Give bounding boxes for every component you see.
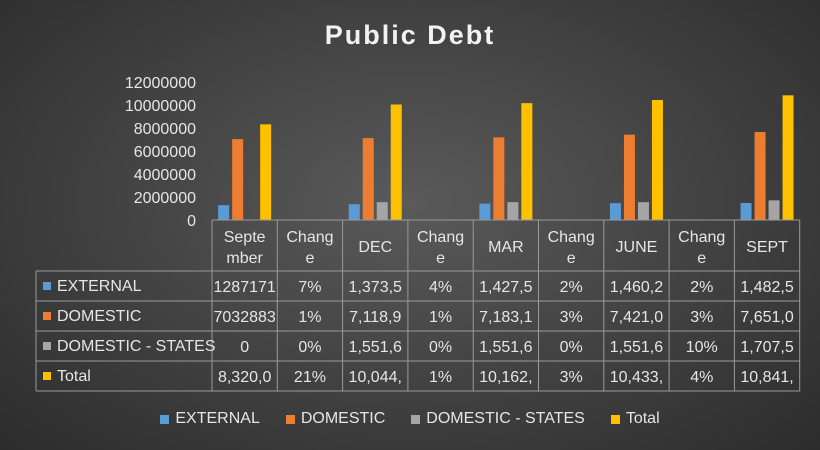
row-label: DOMESTIC <box>57 308 141 325</box>
bar-total <box>782 95 794 220</box>
table-cell: 7,651,0 <box>740 309 793 326</box>
table-cell: 0% <box>560 339 583 356</box>
category-label: Chang <box>417 229 464 246</box>
legend-item: DOMESTIC <box>285 410 386 428</box>
row-label: DOMESTIC - STATES <box>57 338 216 355</box>
row-swatch <box>43 372 51 380</box>
y-tick-label: 6000000 <box>134 144 196 161</box>
table-cell: 10,433, <box>610 369 663 386</box>
legend-label: Total <box>625 410 660 427</box>
table-cell: 7,118,9 <box>349 309 401 326</box>
bar-domestic-states <box>637 202 649 220</box>
table-cell: 4% <box>429 279 452 296</box>
category-label: e <box>436 250 445 267</box>
legend-item: Total <box>610 410 660 428</box>
row-label: Total <box>57 368 91 385</box>
category-label: DEC <box>358 239 392 256</box>
table-cell: 1,551,6 <box>610 339 663 356</box>
table-cell: 10,841, <box>740 369 793 386</box>
category-label: SEPT <box>746 239 788 256</box>
bar-domestic <box>232 139 244 220</box>
table-cell: 0 <box>240 339 249 356</box>
table-cell: 1,707,5 <box>740 339 793 356</box>
table-cell: 2% <box>690 279 713 296</box>
table-cell: 10,044, <box>349 369 402 386</box>
table-cell: 1% <box>429 369 452 386</box>
table-cell: 3% <box>560 369 583 386</box>
table-cell: 2% <box>560 279 583 296</box>
category-label: JUNE <box>616 239 658 256</box>
table-cell: 1,551,6 <box>479 339 532 356</box>
table-cell: 7032883 <box>214 309 276 326</box>
legend-swatch <box>285 414 295 424</box>
category-label: mber <box>226 250 263 267</box>
chart-title: Public Debt <box>324 20 496 50</box>
table-cell: 0% <box>429 339 452 356</box>
y-tick-label: 8000000 <box>134 121 196 138</box>
table-cell: 3% <box>690 309 713 326</box>
legend-item: EXTERNAL <box>160 410 260 428</box>
table-cell: 3% <box>560 309 583 326</box>
bar-domestic-states <box>768 200 780 220</box>
table-cell: 0% <box>298 339 321 356</box>
bar-domestic <box>623 134 635 220</box>
legend-swatch <box>610 414 620 424</box>
table-cell: 4% <box>690 369 713 386</box>
bar-domestic-states <box>376 202 388 220</box>
table-cell: 21% <box>294 369 326 386</box>
row-label: EXTERNAL <box>57 278 142 295</box>
bar-total <box>521 103 533 220</box>
bar-external <box>609 203 621 220</box>
legend-swatch <box>411 414 421 424</box>
table-cell: 10,162, <box>479 369 532 386</box>
y-tick-label: 12000000 <box>125 75 196 92</box>
legend-label: EXTERNAL <box>175 410 260 427</box>
bar-external <box>479 203 491 220</box>
bar-domestic-states <box>507 202 519 220</box>
table-cell: 10% <box>686 339 718 356</box>
category-label: e <box>697 250 706 267</box>
table-cell: 1,460,2 <box>610 279 663 296</box>
table-cell: 7% <box>298 279 321 296</box>
bar-domestic <box>362 138 374 220</box>
category-label: e <box>305 250 314 267</box>
table-cell: 1287171 <box>214 279 276 296</box>
table-cell: 7,421,0 <box>610 309 663 326</box>
y-tick-label: 0 <box>187 213 196 230</box>
bar-domestic <box>754 132 766 220</box>
bar-external <box>218 205 230 220</box>
table-cell: 1,427,5 <box>479 279 532 296</box>
legend-swatch <box>160 414 170 424</box>
category-label: Septe <box>224 229 266 246</box>
category-label: Chang <box>286 229 333 246</box>
bar-total <box>260 124 272 220</box>
legend-label: DOMESTIC - STATES <box>426 410 585 427</box>
row-swatch <box>43 282 51 290</box>
table-cell: 1% <box>429 309 452 326</box>
category-label: Chang <box>548 229 595 246</box>
bar-external <box>740 202 752 220</box>
y-tick-label: 10000000 <box>125 98 196 115</box>
table-cell: 1,373,5 <box>349 279 402 296</box>
table-cell: 8,320,0 <box>218 369 271 386</box>
legend: EXTERNAL DOMESTIC DOMESTIC - STATES Total <box>0 410 820 428</box>
y-tick-label: 2000000 <box>134 190 196 207</box>
table-cell: 1% <box>298 309 321 326</box>
category-label: e <box>567 250 576 267</box>
table-cell: 7,183,1 <box>479 309 532 326</box>
bar-total <box>651 100 663 220</box>
bar-domestic <box>493 137 505 220</box>
table-cell: 1,551,6 <box>349 339 402 356</box>
table-cell: 1,482,5 <box>740 279 793 296</box>
row-swatch <box>43 312 51 320</box>
bar-external <box>348 204 360 220</box>
legend-label: DOMESTIC <box>300 410 386 427</box>
category-label: Chang <box>678 229 725 246</box>
category-label: MAR <box>488 239 524 256</box>
bar-total <box>390 104 402 220</box>
legend-item: DOMESTIC - STATES <box>411 410 585 428</box>
y-tick-label: 4000000 <box>134 167 196 184</box>
row-swatch <box>43 342 51 350</box>
